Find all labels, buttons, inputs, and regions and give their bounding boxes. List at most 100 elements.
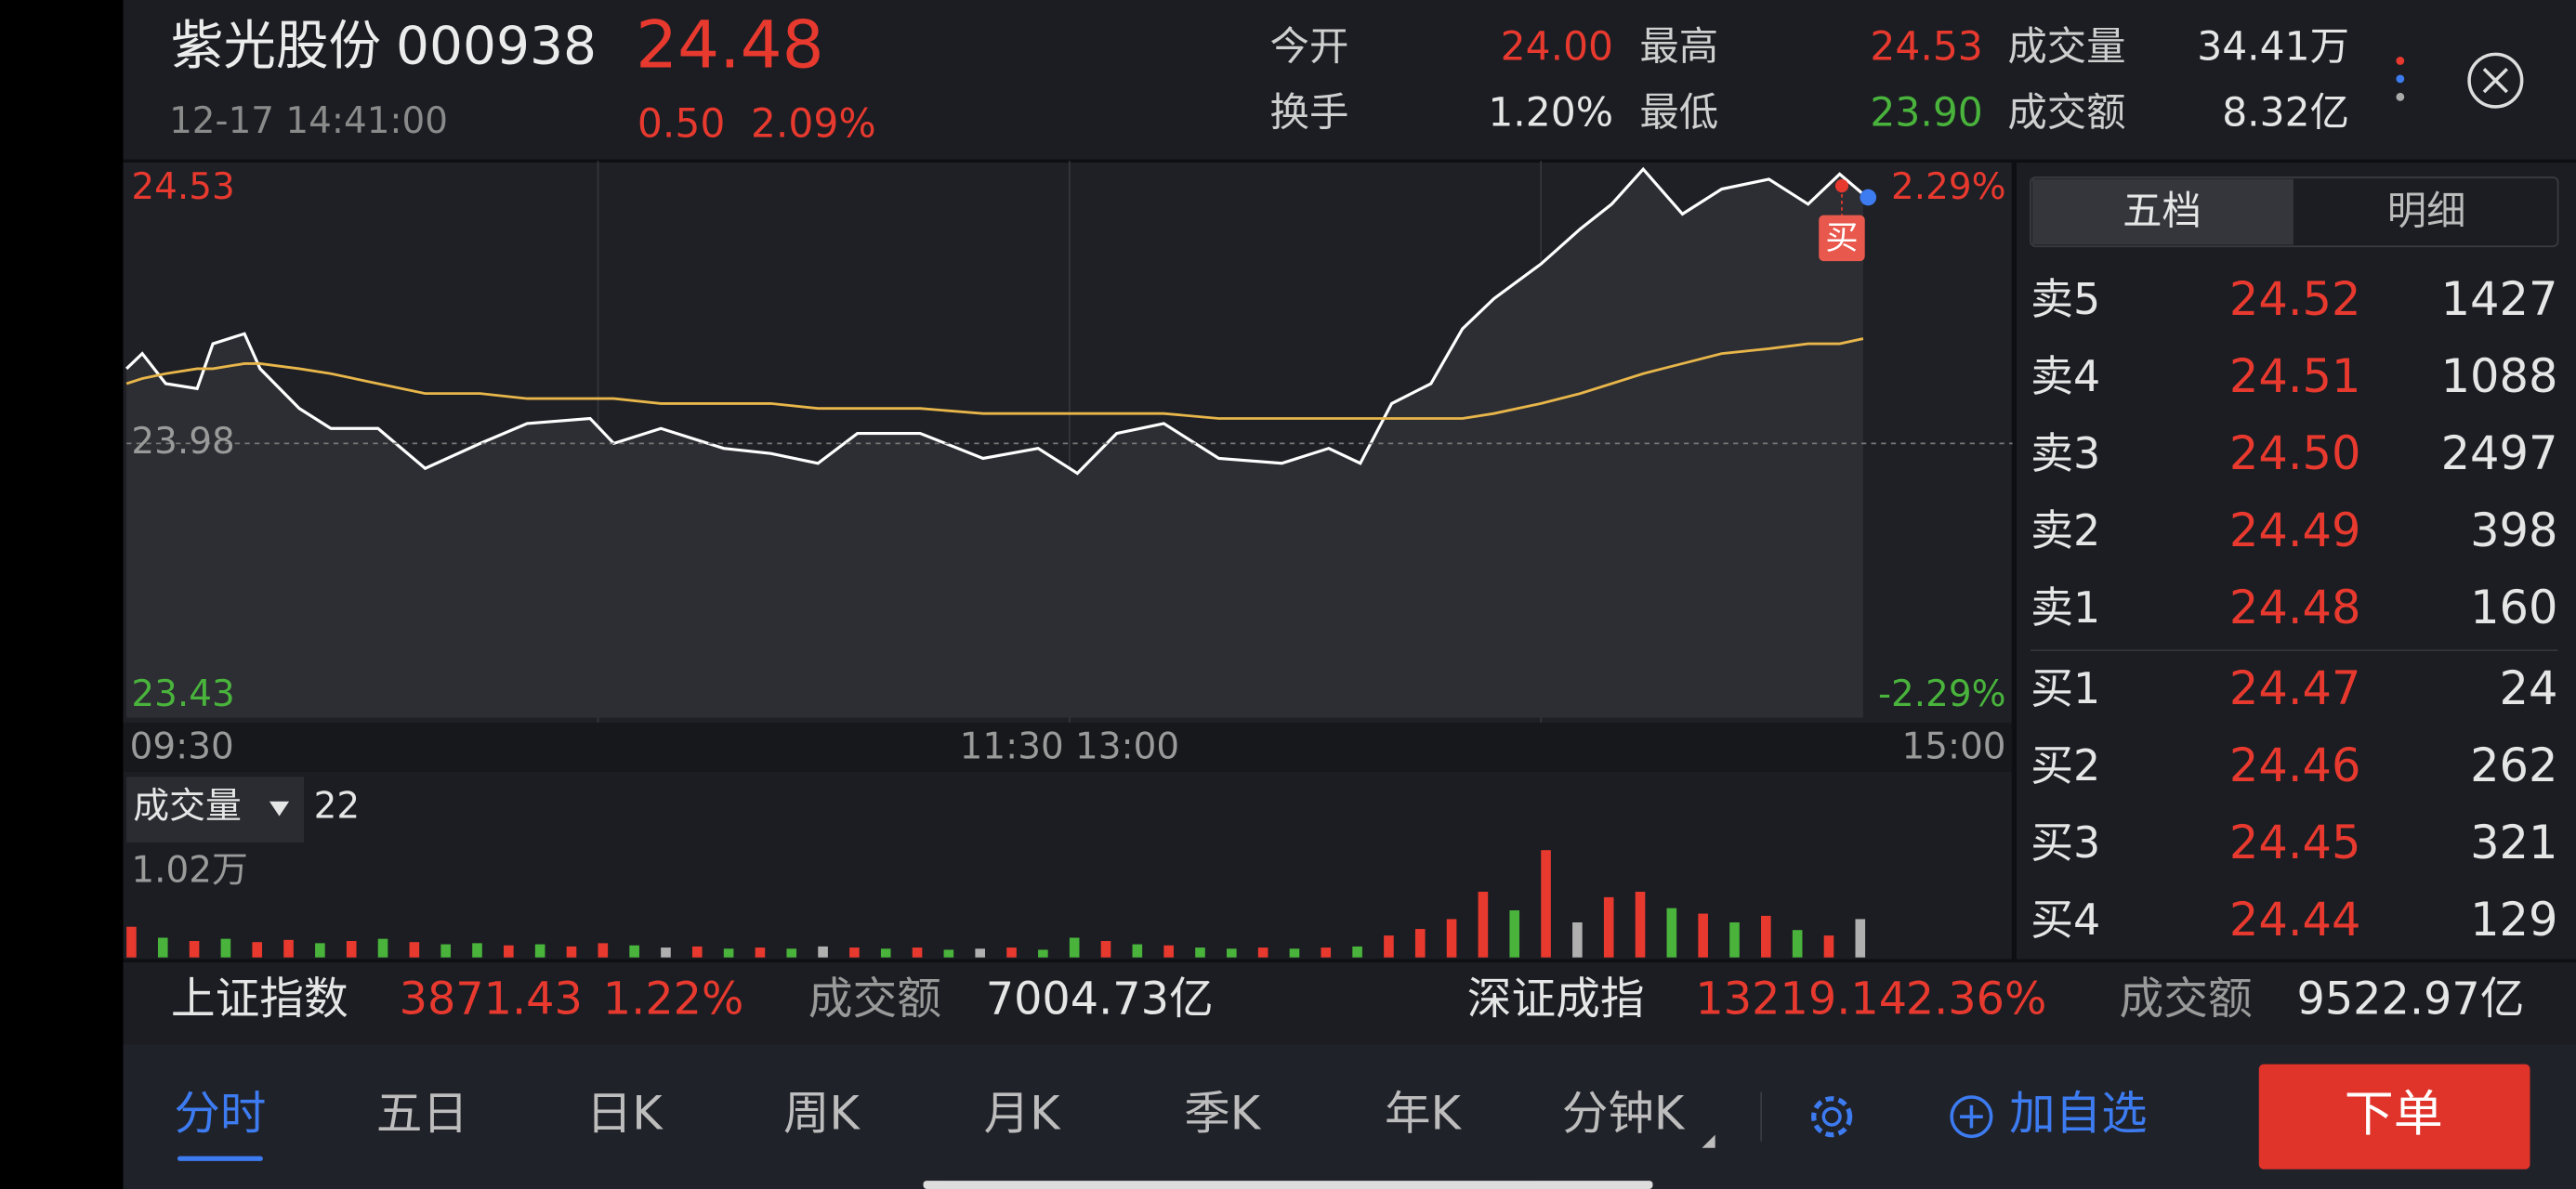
menu-dot[interactable]	[2396, 57, 2405, 65]
price-area	[126, 169, 1863, 718]
volume-bar	[598, 943, 609, 958]
y-tick-label: 23.43	[131, 673, 234, 715]
period-tab[interactable]: 五日	[376, 1087, 468, 1141]
volume-bar	[1666, 908, 1677, 958]
book-tab-active[interactable]	[2031, 178, 2293, 245]
stat-label: 最高	[1639, 25, 1718, 71]
turnover-value: 7004.73亿	[986, 973, 1214, 1025]
menu-dot[interactable]	[2396, 74, 2405, 84]
stat-value: 24.53	[1870, 25, 1982, 71]
close-button[interactable]	[2467, 52, 2524, 109]
dropdown-arrow[interactable]	[269, 801, 290, 817]
volume-bar	[1038, 949, 1048, 958]
volume-bar	[786, 948, 797, 958]
volume-bar	[1384, 935, 1394, 958]
price-chart: 24.53 23.98 23.43 2.29% -2.29% 09:30 11:30 13:…	[125, 161, 2013, 768]
volume-bar	[1132, 944, 1143, 958]
index-value: 13219.14	[1695, 973, 1907, 1025]
change-pct: 2.09%	[751, 102, 876, 148]
book-label: 买1	[2031, 663, 2100, 713]
period-tab[interactable]: 年K	[1385, 1087, 1463, 1141]
volume-bar	[912, 947, 923, 958]
volume-bar	[629, 945, 639, 958]
period-tab[interactable]: 分时	[174, 1087, 266, 1141]
period-tab[interactable]: 月K	[984, 1087, 1062, 1141]
volume-selector[interactable]	[126, 777, 305, 843]
volume-bar	[1635, 891, 1646, 958]
x-tick-label: 11:30 13:00	[960, 726, 1179, 768]
x-tick-label: 09:30	[130, 726, 234, 768]
y2-tick-label: -2.29%	[1878, 673, 2006, 715]
volume-bar	[157, 937, 168, 958]
book-volume: 262	[2470, 738, 2557, 792]
y-tick-label: 23.98	[131, 421, 234, 463]
book-label: 卖4	[2031, 351, 2100, 401]
add-icon[interactable]	[1950, 1095, 1993, 1139]
turnover-label: 成交额	[2120, 973, 2253, 1025]
order-button[interactable]	[2258, 1064, 2530, 1169]
volume-bar	[1698, 913, 1708, 958]
volume-bar	[755, 947, 766, 958]
book-volume: 2497	[2441, 426, 2558, 480]
period-tab[interactable]: 日K	[586, 1087, 664, 1141]
stock-code: 000938	[396, 16, 597, 77]
book-label: 卖1	[2031, 582, 2100, 633]
book-volume: 398	[2470, 503, 2557, 557]
book-tab[interactable]: 明细	[2387, 189, 2466, 234]
buy-marker	[1819, 215, 1865, 262]
book-price: 24.52	[2229, 272, 2361, 326]
y-tick-label: 24.53	[131, 166, 234, 208]
volume-bar	[975, 948, 986, 958]
index-bar: 上证指数 3871.43 1.22% 成交额 7004.73亿 深证成指 13219.142…	[171, 973, 2525, 1025]
volume-bar	[1414, 929, 1426, 958]
volume-bar	[1792, 930, 1803, 958]
volume-chart: 成交量 22 1.02万	[126, 777, 1866, 958]
volume-bar	[1257, 947, 1268, 958]
volume-bar	[1163, 945, 1174, 958]
change: 0.50	[637, 102, 725, 148]
period-tab[interactable]: 周K	[783, 1087, 861, 1141]
stat-value: 23.90	[1870, 90, 1982, 136]
stat-value: 1.20%	[1488, 90, 1613, 136]
book-volume: 321	[2470, 816, 2557, 869]
book-tab[interactable]: 五档	[2123, 189, 2201, 234]
volume-bar	[1195, 947, 1205, 958]
period-tab[interactable]: 季K	[1184, 1087, 1262, 1141]
settings-icon[interactable]	[1811, 1096, 1853, 1138]
volume-bar	[220, 938, 231, 958]
volume-bar	[1823, 935, 1834, 958]
stat-value: 8.32亿	[2222, 90, 2349, 136]
volume-bar	[849, 947, 860, 958]
volume-bar	[346, 941, 357, 958]
book-label: 买2	[2031, 740, 2100, 790]
stat-label: 成交量	[2007, 25, 2125, 71]
volume-title[interactable]: 成交量	[133, 785, 242, 827]
last-point	[1834, 179, 1849, 193]
menu-dot[interactable]	[2396, 92, 2405, 101]
volume-bar	[1321, 947, 1332, 958]
volume-bar	[818, 946, 828, 958]
volume-bar	[504, 945, 514, 958]
volume-bar	[1603, 896, 1614, 958]
period-tab[interactable]: 分钟K	[1562, 1087, 1686, 1141]
live-dot	[1860, 189, 1877, 206]
volume-bar	[1006, 947, 1017, 958]
y2-tick-label: 2.29%	[1891, 166, 2005, 208]
volume-bar	[534, 944, 545, 958]
price-line	[125, 166, 1864, 476]
volume-bar	[566, 946, 577, 958]
volume-bar	[440, 944, 451, 958]
book-price: 24.49	[2229, 503, 2361, 557]
volume-bar	[880, 948, 891, 958]
buy-marker-label: 买	[1825, 219, 1858, 257]
volume-bar	[723, 948, 734, 958]
stat-value: 24.00	[1501, 25, 1613, 71]
watchlist-button[interactable]: 加自选	[2009, 1087, 2148, 1141]
order-button-label[interactable]: 下单	[2345, 1085, 2443, 1143]
book-volume: 24	[2500, 661, 2558, 715]
volume-bar	[1352, 946, 1362, 958]
volume-bar	[1761, 915, 1771, 958]
book-price: 24.45	[2229, 816, 2361, 869]
volume-bar	[1069, 937, 1080, 958]
